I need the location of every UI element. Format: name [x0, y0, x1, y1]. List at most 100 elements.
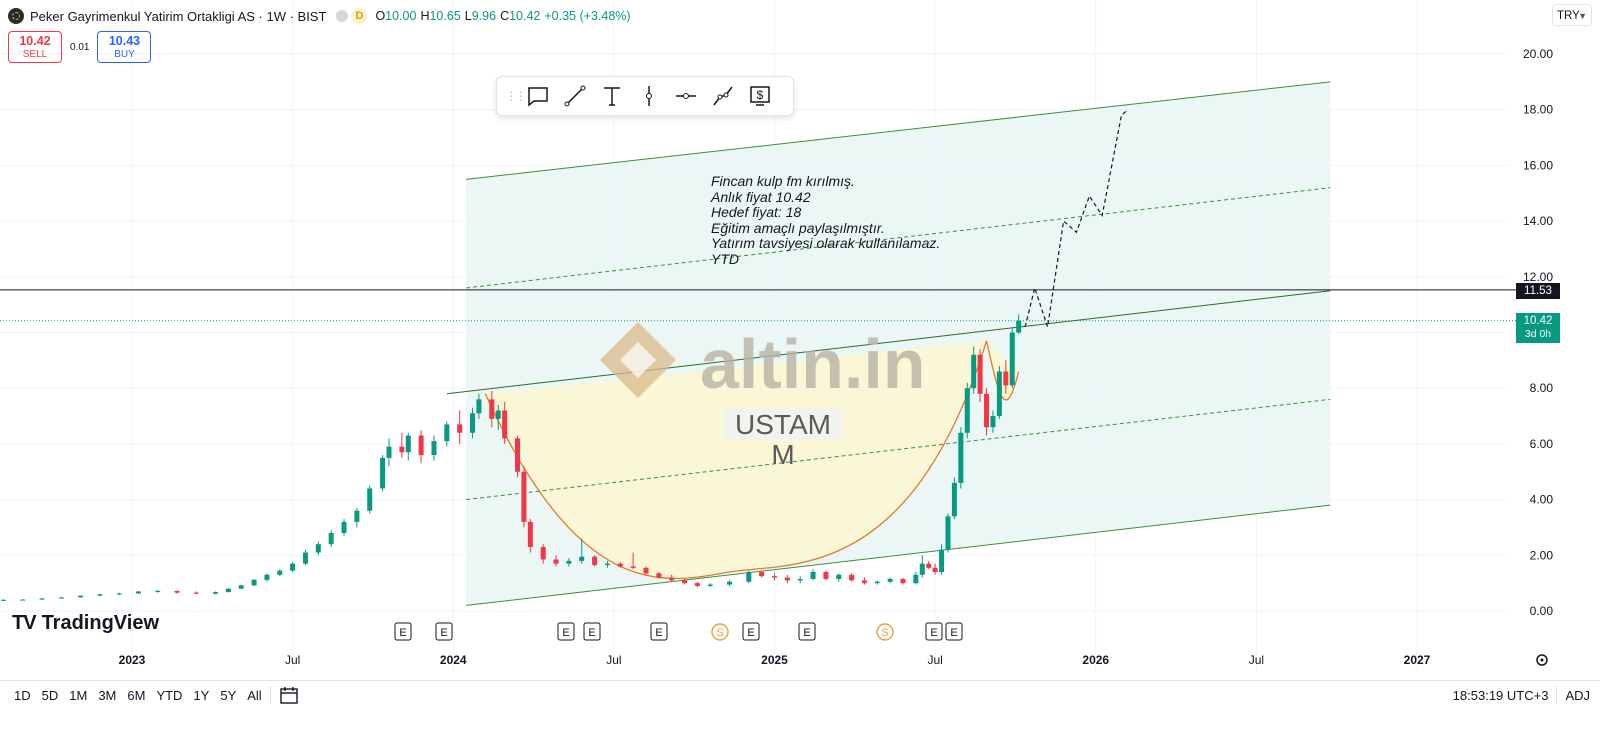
candle-body	[990, 416, 996, 428]
candle-body	[277, 570, 283, 575]
range-button-all[interactable]: All	[247, 687, 262, 703]
channel-mid-dashed-1	[466, 398, 1331, 501]
candle-body	[823, 572, 829, 579]
chevron-down-icon: ▼	[1578, 11, 1587, 21]
price-tick-label: 12.00	[1523, 270, 1553, 284]
polyline-tool-icon[interactable]	[709, 82, 737, 110]
price-tick-label: 6.00	[1530, 437, 1554, 451]
candle-body	[315, 544, 321, 553]
earnings-marker-label: E	[440, 627, 447, 639]
vertical-line-tool-icon[interactable]	[635, 82, 663, 110]
candle-body	[521, 471, 527, 522]
candle-body	[502, 410, 508, 439]
price-tick-label: 20.00	[1523, 47, 1553, 61]
earnings-marker-icon	[583, 622, 601, 641]
trendline-tool-icon[interactable]	[561, 82, 589, 110]
calendar-range-icon[interactable]	[279, 685, 299, 705]
drawing-toolbar: ⋮⋮ $	[496, 76, 794, 116]
range-buttons: 1D 5D 1M 3M 6M YTD 1Y 5Y All	[0, 688, 262, 703]
candle-body	[527, 521, 533, 547]
earnings-marker-label: E	[930, 627, 937, 639]
projection-path	[1024, 109, 1129, 328]
candle-body	[341, 521, 347, 534]
range-button-1d[interactable]: 1D	[14, 687, 31, 703]
split-marker-icon	[711, 623, 729, 641]
ustam-label: USTAM	[735, 409, 831, 440]
candle-body	[630, 566, 636, 568]
candle-body	[495, 410, 501, 419]
symbol-title[interactable]: Peker Gayrimenkul Yatirim Ortakligi AS ·…	[30, 8, 327, 24]
candle-body	[418, 435, 424, 456]
candle-body	[213, 592, 219, 594]
split-marker-icon	[876, 623, 894, 641]
currency-select[interactable]: TRY ▼	[1552, 4, 1592, 26]
text-tool-icon[interactable]	[598, 82, 626, 110]
clock-time[interactable]: 18:53:19 UTC+3	[1452, 687, 1549, 703]
channel-upper-line	[466, 81, 1331, 180]
price-tick-label: 2.00	[1530, 548, 1554, 562]
candle-body	[727, 581, 733, 585]
time-tick-label: 2023	[119, 653, 146, 667]
candle-body	[431, 441, 437, 456]
candle-body	[874, 581, 880, 584]
candle-body	[746, 572, 752, 582]
buy-button[interactable]: 10.43 BUY	[97, 31, 152, 63]
tradingview-logo-icon: TV	[12, 612, 37, 634]
d-badge[interactable]: D	[351, 8, 368, 24]
channel-mid-dashed-2	[466, 187, 1331, 289]
tradingview-logo[interactable]: TV TradingView	[12, 612, 160, 634]
candle-body	[926, 563, 932, 568]
candle-body	[290, 563, 296, 571]
candle-body	[97, 594, 103, 596]
resistance-line	[446, 290, 1331, 395]
candle-body	[39, 598, 45, 600]
chart-settings-icon[interactable]	[1534, 652, 1550, 673]
range-button-1m[interactable]: 1M	[69, 687, 88, 703]
range-button-3m[interactable]: 3M	[98, 687, 117, 703]
adj-toggle[interactable]: ADJ	[1565, 687, 1590, 703]
candle-body	[238, 585, 244, 589]
range-button-6m[interactable]: 6M	[127, 687, 146, 703]
candle-body	[78, 595, 84, 598]
candle-body	[984, 393, 990, 428]
spread-value: 0.01	[70, 41, 90, 53]
watermark-text: altin.in	[700, 325, 926, 403]
sell-button[interactable]: 10.42 SELL	[8, 31, 62, 63]
range-button-5d[interactable]: 5D	[41, 687, 59, 703]
horizontal-ray-tool-icon[interactable]	[672, 82, 700, 110]
candle-body	[939, 549, 945, 573]
candle-body	[405, 435, 411, 453]
time-tick-label: Jul	[285, 653, 300, 667]
candle-body	[0, 599, 6, 601]
annotation-note[interactable]: Fincan kulp fm kırılmış. Anlık fiyat 10.…	[711, 173, 941, 267]
candle-body	[1003, 371, 1009, 386]
candle-body	[849, 574, 855, 581]
candles	[0, 314, 1022, 601]
ohlc-values: O10.00 H10.65 L9.96 C10.42	[375, 9, 541, 23]
candle-body	[579, 556, 585, 561]
candle-body	[971, 354, 977, 389]
candle-body	[887, 578, 893, 582]
callout-tool-icon[interactable]	[524, 82, 552, 110]
candle-body	[656, 573, 662, 578]
price-label-tool-icon[interactable]: $	[746, 82, 774, 110]
market-status-icon[interactable]	[336, 10, 349, 22]
candle-body	[135, 591, 141, 594]
bottom-toolbar: 1D 5D 1M 3M 6M YTD 1Y 5Y All 18:53:19 UTC+3 ADJ	[0, 680, 1600, 709]
earnings-marker-icon	[925, 622, 943, 641]
range-button-ytd[interactable]: YTD	[156, 687, 183, 703]
candle-body	[302, 552, 308, 564]
range-button-1y[interactable]: 1Y	[193, 687, 210, 703]
candle-body	[932, 567, 938, 573]
trade-buttons: 10.42 SELL 0.01 10.43 BUY	[8, 31, 152, 63]
level-price-label: 11.53	[1516, 283, 1560, 299]
cup-line	[484, 340, 988, 580]
earnings-marker-label: E	[562, 627, 569, 639]
drag-handle-icon[interactable]: ⋮⋮	[505, 89, 527, 103]
candle-body	[861, 580, 867, 584]
earnings-marker-icon	[798, 622, 816, 641]
candle-body	[380, 457, 386, 489]
range-button-5y[interactable]: 5Y	[220, 687, 237, 703]
